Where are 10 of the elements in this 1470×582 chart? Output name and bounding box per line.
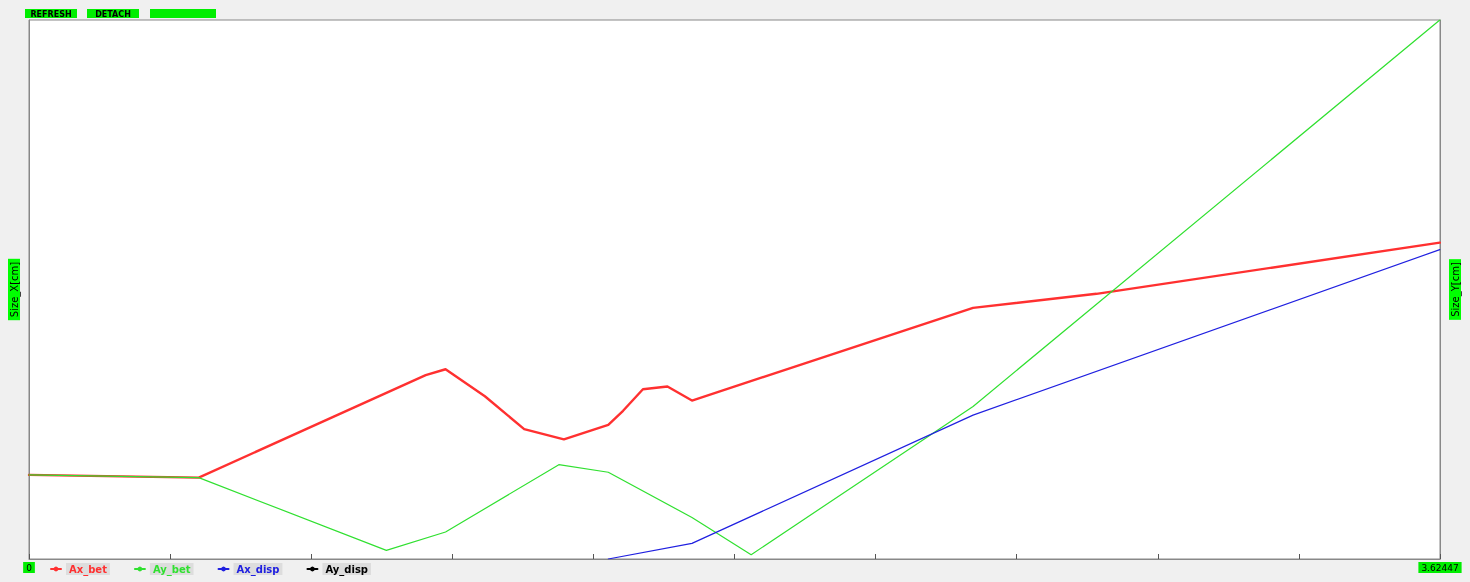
y-axis-title: Size_X[cm] (8, 261, 21, 318)
x-tick-label: 0 (26, 562, 33, 573)
legend-label: Ax_bet (69, 563, 108, 576)
y2-axis-title: Size_Y[cm] (1449, 262, 1462, 317)
legend-label: Ay_bet (152, 563, 191, 576)
text: REFRESH (30, 9, 72, 19)
legend-label: Ax_disp (236, 563, 280, 576)
x-tick-label: 3.62447 (1421, 562, 1459, 573)
legend-label: Ay_disp (325, 563, 369, 576)
text: DETACH (95, 9, 131, 19)
